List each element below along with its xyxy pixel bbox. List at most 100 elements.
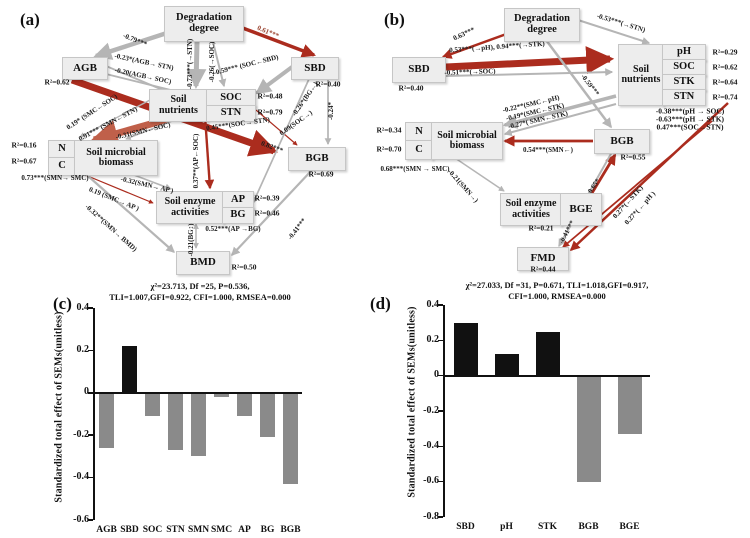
panel-b-fit-stats-line1: χ²=27.033, Df =31, P=0.671, TLI=1.018,GF… (465, 280, 649, 290)
bar-AGB (99, 393, 114, 448)
node-stn-b: STN (662, 89, 706, 106)
panel-b-tag: (b) (384, 10, 405, 29)
x-category-label: SBD (456, 522, 475, 532)
arrow (562, 120, 713, 248)
y-tick (438, 445, 443, 448)
annotation-r_bgb-a: R²=0.69 (308, 169, 334, 179)
bar-SMC (214, 393, 229, 398)
y-tick-label: -0.8 (423, 510, 439, 522)
arrow (503, 103, 617, 137)
bar-STN (168, 393, 183, 451)
arrow (577, 19, 651, 45)
annotation-r_stn-b: R²=0.74 (712, 92, 738, 102)
arrow (186, 41, 207, 89)
annotation-r_stn-a: R²=0.79 (257, 107, 283, 117)
x-category-label: STN (166, 525, 185, 535)
node-bgb-b: BGB (594, 129, 650, 154)
bar-BG (260, 393, 275, 438)
node-bg-a: BG (222, 207, 254, 224)
y-tick (438, 480, 443, 483)
annotation-r_fmd-b: R²=0.44 (530, 264, 556, 274)
node-deg-b: Degradation degree (504, 8, 580, 42)
y-axis-spine (93, 308, 95, 520)
arrow (93, 29, 171, 60)
y-tick-label: 0.4 (426, 298, 440, 310)
annotation-p2-b: -0.63***(pH → STK) (655, 114, 725, 124)
x-category-label: BGE (619, 522, 640, 532)
annotation-r_sbd-b: R²=0.40 (398, 83, 424, 93)
annotation-r_ap-a: R²=0.39 (254, 193, 280, 203)
y-tick-label: 0.2 (426, 333, 440, 345)
node-sea-b: Soil enzyme activities (500, 193, 562, 226)
arrow (255, 109, 298, 146)
annotation-r_agb-a: R²=0.62 (44, 77, 70, 87)
y-tick-label: -0.2 (423, 404, 439, 416)
annotation-r_stk-b: R²=0.64 (712, 77, 738, 87)
annotation-p3-b: 0.47***(SOC→STN) (656, 122, 724, 132)
annotation-r_bg-a: R²=0.46 (254, 208, 280, 218)
annotation-r_c-a: R²=0.67 (11, 156, 37, 166)
panel-a-fit-stats-line2: TLI=1.007,GFI=0.922, CFI=1.000, RMSEA=0.… (109, 292, 291, 302)
node-bgb-a: BGB (288, 147, 346, 171)
arrow (133, 174, 172, 191)
edge-label-e21: 0.52***(AP →BG) (205, 225, 261, 233)
arrow (544, 39, 613, 129)
panel-c-tag: (c) (53, 294, 72, 313)
node-deg-a: Degradation degree (164, 6, 244, 42)
y-tick-label: -0.6 (73, 513, 89, 525)
annotation-r_ph-b: R²=0.29 (712, 47, 738, 57)
annotation-r_bmd-a: R²=0.50 (231, 262, 257, 272)
y-tick-label: 0 (84, 386, 89, 398)
bar-AP (237, 393, 252, 417)
arrow (255, 65, 294, 95)
bar-BGB (576, 376, 601, 482)
arrow (212, 41, 227, 88)
annotation-r_n-a: R²=0.16 (11, 140, 37, 150)
annotation-r_bge-b: R²=0.21 (528, 223, 554, 233)
annotation-r_soc-a: R²=0.48 (257, 91, 283, 101)
y-tick-label: -0.4 (423, 439, 439, 451)
y-axis-spine (443, 305, 445, 517)
y-tick (438, 516, 443, 518)
panel-a-tag: (a) (20, 10, 40, 29)
edge-label-f9: 0.54***(SMN←) (523, 146, 573, 154)
arrow (87, 175, 175, 253)
arrow (79, 99, 151, 138)
y-tick-label: -0.2 (73, 428, 89, 440)
zero-line (95, 391, 302, 394)
y-tick (438, 339, 443, 342)
node-soiln-a: Soil nutrients (149, 89, 208, 122)
y-tick (88, 392, 93, 394)
node-smb-a: Soil microbial biomass (74, 140, 158, 176)
bar-pH (494, 354, 519, 376)
y-tick (438, 304, 443, 306)
y-tick (88, 519, 93, 521)
arrow (252, 78, 310, 204)
node-sbd-a: SBD (291, 57, 339, 80)
y-tick (88, 434, 93, 436)
x-category-label: AGB (96, 525, 117, 535)
x-category-label: SBD (120, 525, 139, 535)
x-category-label: SOC (142, 525, 163, 535)
arrow (441, 30, 513, 59)
zero-line (445, 374, 650, 377)
arrow (454, 157, 505, 192)
y-tick (438, 410, 443, 412)
node-soiln-b: Soil nutrients (618, 44, 664, 106)
node-sbd-b: SBD (392, 57, 446, 83)
y-tick-label: 0 (434, 369, 439, 381)
x-category-label: BGB (578, 522, 599, 532)
node-n-b: N (405, 122, 433, 142)
bar-BGE (617, 376, 642, 434)
annotation-r_c-b: R²=0.70 (376, 144, 402, 154)
node-bmd-a: BMD (176, 251, 230, 275)
arrow (445, 46, 615, 75)
bar-SBD (122, 346, 137, 393)
panel-a-fit-stats-line1: χ²=23.713, Df =25, P=0.536, (150, 281, 250, 291)
y-tick (88, 349, 93, 352)
x-category-label: BG (260, 525, 275, 535)
edge-label-e16: 0.37**(AP←SOC) (192, 133, 200, 189)
x-category-label: pH (500, 522, 513, 532)
y-tick (438, 374, 443, 377)
